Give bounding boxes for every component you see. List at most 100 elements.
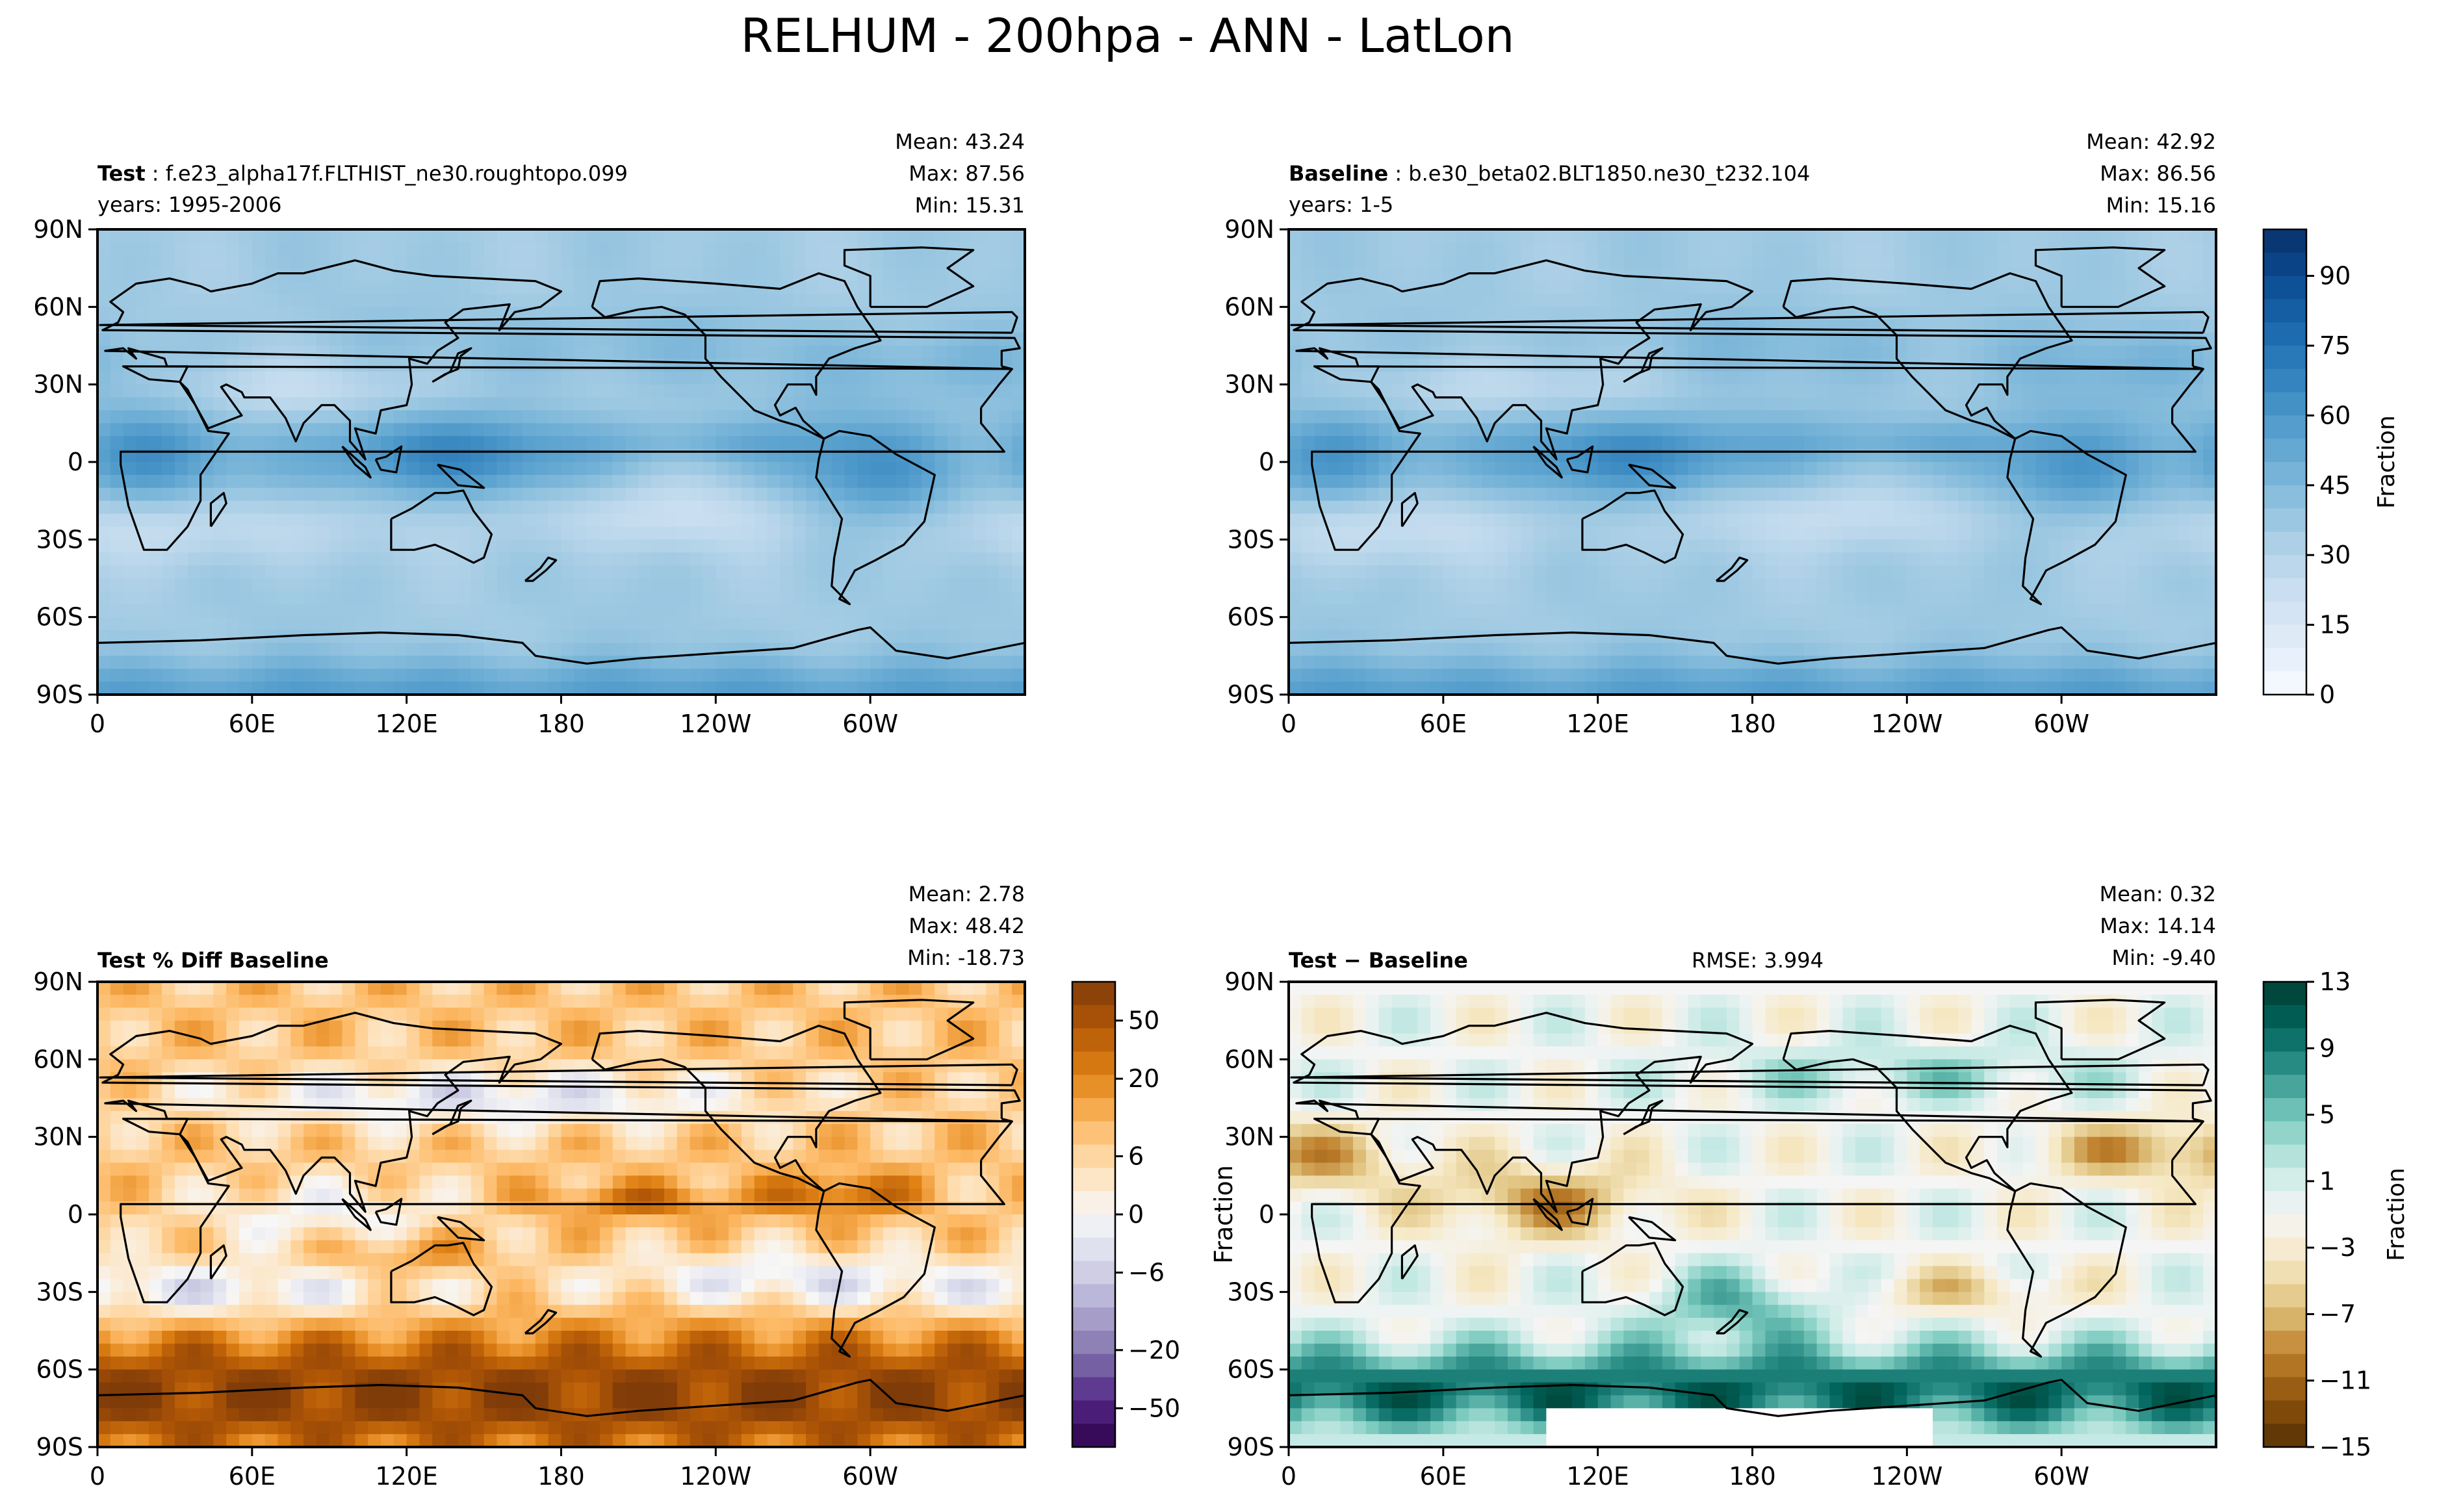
heat-cell <box>329 358 343 372</box>
heat-cell <box>1945 358 1959 372</box>
heat-cell <box>754 307 768 320</box>
heat-cell <box>1790 410 1805 424</box>
heat-cell <box>1520 591 1534 605</box>
heat-cell <box>1597 565 1612 579</box>
heat-cell <box>561 333 574 346</box>
heat-cell <box>1623 500 1637 515</box>
heat-cell <box>1945 474 1959 489</box>
heat-cell <box>1572 242 1586 256</box>
heat-cell <box>2087 565 2101 579</box>
heat-cell <box>1482 539 1495 553</box>
heat-cell <box>264 255 279 269</box>
heat-cell <box>496 255 510 269</box>
heat-cell <box>1391 617 1405 631</box>
heat-cell <box>1984 333 1998 346</box>
heat-cell <box>2009 578 2024 592</box>
heat-cell <box>806 229 819 243</box>
heat-cell <box>277 669 291 682</box>
heat-cell <box>2087 410 2101 424</box>
heat-cell <box>754 384 768 398</box>
heat-cell <box>2022 578 2037 592</box>
heat-cell <box>97 552 111 566</box>
heat-cell <box>1456 294 1470 307</box>
heat-cell <box>2009 307 2024 320</box>
heat-cell <box>690 242 704 256</box>
heat-cell <box>174 268 188 282</box>
heat-cell <box>471 656 485 669</box>
heat-cell <box>960 552 974 566</box>
heat-cell <box>1443 565 1457 579</box>
heat-cell <box>986 565 999 579</box>
heat-cell <box>2100 436 2114 450</box>
heat-cell <box>136 630 149 644</box>
heat-cell <box>342 552 355 566</box>
heat-cell <box>1881 358 1895 372</box>
heat-cell <box>496 281 510 295</box>
heat-cell <box>1726 591 1740 605</box>
heat-cell <box>1533 346 1547 359</box>
heat-cell <box>406 552 420 566</box>
heat-cell <box>1533 565 1547 579</box>
heat-cell <box>239 578 253 592</box>
heat-cell <box>342 656 355 669</box>
heat-cell <box>1507 358 1521 372</box>
heat-cell <box>922 423 935 437</box>
heat-cell <box>1443 462 1457 476</box>
heat-cell <box>883 526 897 540</box>
heat-cell <box>574 281 587 295</box>
heat-cell <box>651 539 665 553</box>
heat-cell <box>1443 294 1457 307</box>
heat-cell <box>458 358 472 372</box>
heat-cell <box>664 656 678 669</box>
heat-cell <box>548 462 562 476</box>
heat-cell <box>1714 436 1727 450</box>
heat-cell <box>509 397 523 411</box>
heat-cell <box>1778 487 1792 502</box>
heat-cell <box>625 371 639 385</box>
heat-cell <box>1546 410 1560 424</box>
heat-cell <box>1289 255 1302 269</box>
heat-cell <box>716 513 729 528</box>
heat-cell <box>316 371 330 385</box>
heat-cell <box>136 513 149 528</box>
heat-cell <box>2126 436 2139 450</box>
heat-cell <box>973 333 987 346</box>
heat-cell <box>1675 346 1688 359</box>
heat-cell <box>1649 526 1663 540</box>
heat-cell <box>1469 643 1482 656</box>
heat-cell <box>1623 526 1637 540</box>
heat-cell <box>2164 526 2178 540</box>
heat-cell <box>729 487 742 502</box>
heat-cell <box>1920 539 1933 553</box>
heat-cell <box>2048 500 2062 515</box>
heat-cell <box>973 604 987 618</box>
heat-cell <box>458 513 472 528</box>
heat-cell <box>2009 423 2024 437</box>
heat-cell <box>1572 552 1586 566</box>
heat-cell <box>2126 462 2139 476</box>
heat-cell <box>355 565 368 579</box>
heat-cell <box>1314 526 1328 540</box>
heat-cell <box>1816 320 1831 333</box>
heat-cell <box>599 294 613 307</box>
heat-cell <box>496 487 510 502</box>
heat-cell <box>2061 539 2075 553</box>
heat-cell <box>1469 604 1482 618</box>
heat-cell <box>1430 604 1444 618</box>
heat-cell <box>2113 591 2126 605</box>
heat-cell <box>1353 371 1367 385</box>
heat-cell <box>548 500 562 515</box>
heat-cell <box>857 462 871 476</box>
heat-cell <box>1752 229 1766 243</box>
heat-cell <box>973 656 987 669</box>
heat-cell <box>290 682 304 695</box>
x-tick-label: 60W <box>842 710 898 738</box>
heat-cell <box>2164 320 2178 333</box>
heat-cell <box>1636 320 1650 333</box>
heat-cell <box>226 474 240 489</box>
heat-cell <box>1340 462 1354 476</box>
heat-cell <box>703 578 716 592</box>
heat-cell <box>1430 462 1444 476</box>
heat-cell <box>277 565 291 579</box>
heat-cell <box>1829 513 1843 528</box>
